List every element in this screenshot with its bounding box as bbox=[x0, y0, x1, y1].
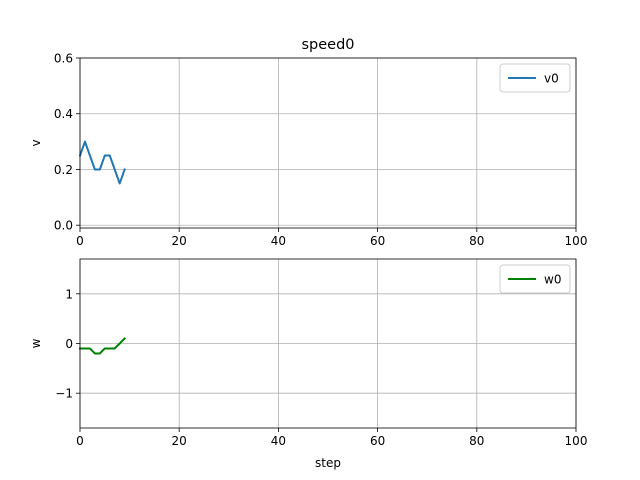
x-tick-label: 0 bbox=[76, 434, 84, 448]
x-tick-label: 40 bbox=[271, 434, 286, 448]
x-tick-label: 40 bbox=[271, 234, 286, 248]
y-axis-label: v bbox=[29, 139, 43, 146]
x-tick-label: 100 bbox=[565, 434, 588, 448]
legend: v0 bbox=[499, 63, 571, 93]
y-tick-label: −1 bbox=[55, 387, 73, 401]
legend-label: v0 bbox=[544, 72, 559, 86]
x-tick-label: 20 bbox=[172, 434, 187, 448]
x-tick-label: 0 bbox=[76, 234, 84, 248]
speed-subplot: 0 20 40 60 80 100 0.0 0.2 0.4 0.6 v v0 bbox=[29, 52, 587, 249]
y-tick-label: 0.2 bbox=[54, 163, 73, 177]
x-tick-label: 60 bbox=[370, 234, 385, 248]
axes-frame bbox=[79, 57, 577, 229]
x-axis-label: step bbox=[315, 456, 341, 470]
legend-label: w0 bbox=[544, 273, 561, 287]
x-tick-label: 80 bbox=[469, 434, 484, 448]
series-line-w0 bbox=[79, 337, 127, 355]
angular-speed-subplot: 0 20 40 60 80 100 −1 0 1 step w w0 bbox=[29, 258, 588, 470]
y-tick-label: 0.6 bbox=[54, 52, 73, 66]
x-tick-label: 20 bbox=[172, 234, 187, 248]
axes-frame bbox=[79, 258, 577, 429]
series-line-v0 bbox=[78, 140, 126, 185]
y-tick-label: 0 bbox=[65, 337, 73, 351]
x-tick-label: 60 bbox=[370, 434, 385, 448]
x-tick-label: 80 bbox=[469, 234, 484, 248]
legend: w0 bbox=[499, 264, 571, 294]
y-tick-label: 0.0 bbox=[54, 219, 73, 233]
y-tick-label: 0.4 bbox=[54, 107, 73, 121]
x-tick-label: 100 bbox=[565, 234, 588, 248]
y-axis-label: w bbox=[29, 338, 43, 348]
y-tick-label: 1 bbox=[65, 287, 73, 301]
chart-title: speed0 bbox=[301, 37, 354, 53]
